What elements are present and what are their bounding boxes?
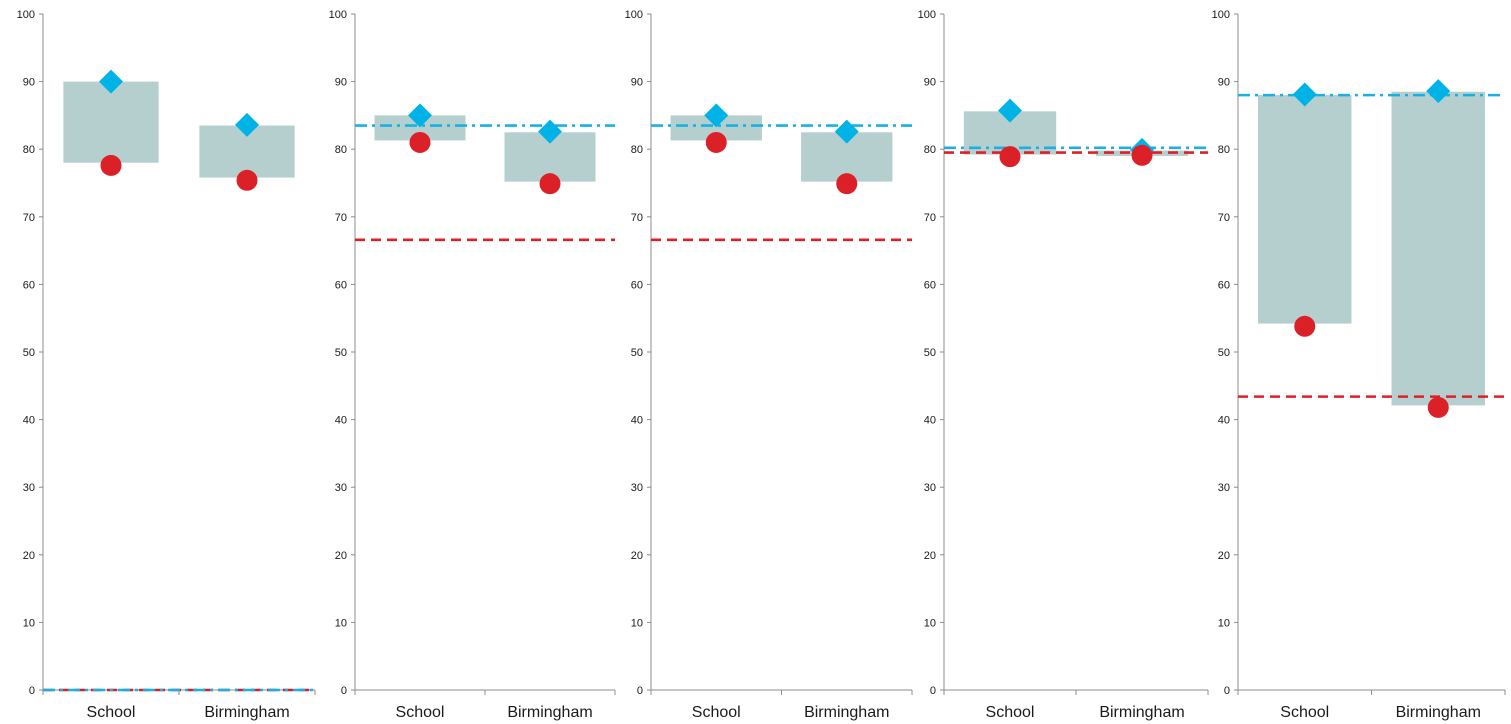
y-tick-label: 40 bbox=[924, 415, 936, 427]
diamond-marker bbox=[235, 112, 259, 137]
y-tick-label: 80 bbox=[23, 144, 35, 156]
range-bar bbox=[1258, 95, 1352, 324]
y-tick-label: 0 bbox=[637, 685, 643, 697]
chart-panel-4: 0 10 20 30 40 50 60 70 80 90 100 School Birmingham bbox=[918, 9, 1209, 721]
y-tick-label: 80 bbox=[631, 144, 643, 156]
y-tick-label: 20 bbox=[631, 550, 643, 562]
y-tick-label: 80 bbox=[335, 144, 347, 156]
circle-marker bbox=[705, 131, 727, 153]
y-tick-label: 60 bbox=[924, 279, 936, 291]
y-tick-label: 0 bbox=[341, 685, 347, 697]
circle-marker bbox=[100, 154, 122, 176]
circle-marker bbox=[836, 173, 858, 195]
x-tick-label: Birmingham bbox=[507, 704, 592, 721]
y-tick-label: 80 bbox=[924, 144, 936, 156]
x-tick-label: School bbox=[396, 704, 445, 721]
circle-marker bbox=[1427, 396, 1449, 418]
diamond-marker bbox=[704, 103, 729, 128]
chart-panel-2: 0 10 20 30 40 50 60 70 80 90 100 School Birmingham bbox=[329, 9, 616, 721]
y-tick-label: 20 bbox=[1218, 550, 1230, 562]
y-tick-label: 60 bbox=[335, 279, 347, 291]
y-tick-label: 100 bbox=[918, 9, 936, 21]
y-tick-label: 70 bbox=[924, 212, 936, 224]
x-tick-label: Birmingham bbox=[804, 704, 889, 721]
diamond-marker bbox=[1292, 82, 1317, 107]
y-tick-label: 50 bbox=[631, 347, 643, 359]
y-tick-label: 40 bbox=[335, 415, 347, 427]
y-tick-label: 30 bbox=[23, 482, 35, 494]
circle-marker bbox=[1294, 315, 1316, 337]
y-tick-label: 60 bbox=[1218, 279, 1230, 291]
x-tick-label: School bbox=[986, 704, 1035, 721]
chart-panel-3: 0 10 20 30 40 50 60 70 80 90 100 School Birmingham bbox=[625, 9, 913, 721]
circle-marker bbox=[1131, 144, 1153, 166]
y-tick-label: 30 bbox=[1218, 482, 1230, 494]
x-tick-label: Birmingham bbox=[1099, 704, 1184, 721]
circle-marker bbox=[539, 173, 561, 195]
y-tick-label: 0 bbox=[930, 685, 936, 697]
circle-marker bbox=[236, 169, 258, 191]
diamond-marker bbox=[834, 119, 859, 144]
y-tick-label: 40 bbox=[631, 415, 643, 427]
y-tick-label: 40 bbox=[23, 415, 35, 427]
y-tick-label: 90 bbox=[23, 77, 35, 89]
x-tick-label: School bbox=[1280, 704, 1329, 721]
y-tick-label: 30 bbox=[924, 482, 936, 494]
range-bar bbox=[1391, 91, 1485, 406]
y-tick-label: 90 bbox=[1218, 77, 1230, 89]
y-tick-label: 20 bbox=[23, 550, 35, 562]
y-tick-label: 60 bbox=[631, 279, 643, 291]
range-bar bbox=[63, 81, 159, 163]
y-tick-label: 10 bbox=[631, 617, 643, 629]
y-tick-label: 10 bbox=[23, 617, 35, 629]
y-tick-label: 0 bbox=[29, 685, 35, 697]
circle-marker bbox=[999, 146, 1021, 168]
diamond-marker bbox=[1426, 79, 1451, 104]
diamond-marker bbox=[998, 98, 1022, 123]
y-tick-label: 10 bbox=[1218, 617, 1230, 629]
y-tick-label: 70 bbox=[23, 212, 35, 224]
y-tick-label: 0 bbox=[1224, 685, 1230, 697]
circle-marker bbox=[409, 131, 431, 153]
x-tick-label: School bbox=[692, 704, 741, 721]
y-tick-label: 20 bbox=[924, 550, 936, 562]
y-tick-label: 70 bbox=[631, 212, 643, 224]
y-tick-label: 100 bbox=[625, 9, 643, 21]
y-tick-label: 100 bbox=[17, 9, 35, 21]
diamond-marker bbox=[99, 69, 123, 94]
y-tick-label: 20 bbox=[335, 550, 347, 562]
y-tick-label: 100 bbox=[329, 9, 347, 21]
y-tick-label: 90 bbox=[335, 77, 347, 89]
y-tick-label: 30 bbox=[631, 482, 643, 494]
chart-panel-1: 0 10 20 30 40 50 60 70 80 90 100 School Birmingham bbox=[17, 9, 316, 721]
diamond-marker bbox=[538, 119, 562, 144]
y-tick-label: 10 bbox=[924, 617, 936, 629]
y-tick-label: 70 bbox=[335, 212, 347, 224]
y-tick-label: 60 bbox=[23, 279, 35, 291]
y-tick-label: 80 bbox=[1218, 144, 1230, 156]
y-tick-label: 30 bbox=[335, 482, 347, 494]
y-tick-label: 50 bbox=[23, 347, 35, 359]
y-tick-label: 100 bbox=[1212, 9, 1230, 21]
y-tick-label: 50 bbox=[1218, 347, 1230, 359]
y-tick-label: 40 bbox=[1218, 415, 1230, 427]
y-tick-label: 70 bbox=[1218, 212, 1230, 224]
y-tick-label: 90 bbox=[924, 77, 936, 89]
y-tick-label: 10 bbox=[335, 617, 347, 629]
x-tick-label: School bbox=[87, 704, 136, 721]
chart-panel-5: 0 10 20 30 40 50 60 70 80 90 100 School Birmingham bbox=[1212, 9, 1506, 721]
y-tick-label: 90 bbox=[631, 77, 643, 89]
y-tick-label: 50 bbox=[924, 347, 936, 359]
x-tick-label: Birmingham bbox=[204, 704, 289, 721]
x-tick-label: Birmingham bbox=[1396, 704, 1481, 721]
y-tick-label: 50 bbox=[335, 347, 347, 359]
diamond-marker bbox=[408, 103, 432, 128]
